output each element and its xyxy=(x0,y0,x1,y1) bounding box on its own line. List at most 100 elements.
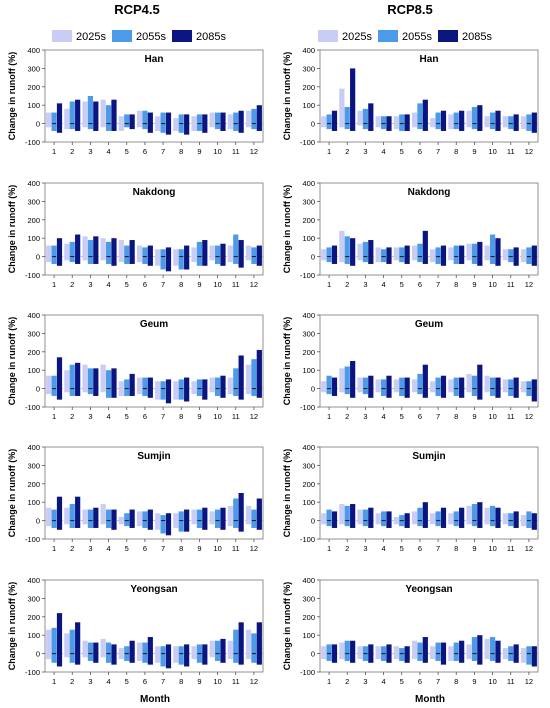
bar-2055s-month-11 xyxy=(233,629,239,663)
bar-2025s-month-3 xyxy=(82,509,88,525)
bar-2055s-month-1 xyxy=(326,375,332,395)
plot-frame xyxy=(319,446,539,540)
bar-2055s-month-11 xyxy=(508,116,514,130)
bar-2055s-month-4 xyxy=(105,509,112,528)
plot-frame xyxy=(44,182,264,276)
bar-2055s-month-9 xyxy=(471,637,478,661)
x-tick-label: 12 xyxy=(525,412,533,421)
y-tick-label: 400 xyxy=(27,46,40,55)
bar-2055s-month-6 xyxy=(417,642,423,661)
bar-2025s-month-9 xyxy=(191,116,197,131)
x-tick-label: 1 xyxy=(52,412,56,421)
x-tick-label: 2 xyxy=(345,544,349,553)
x-tick-label: 12 xyxy=(250,280,258,289)
bar-2025s-month-5 xyxy=(118,240,124,263)
x-tick-label: 7 xyxy=(436,412,440,421)
bar-2055s-month-6 xyxy=(417,507,423,527)
bar-2025s-month-11 xyxy=(502,116,508,128)
bar-2055s-month-7 xyxy=(435,642,441,661)
bar-2025s-month-11 xyxy=(502,379,508,393)
bar-2025s-month-8 xyxy=(448,513,454,525)
bar-2025s-month-11 xyxy=(502,648,508,660)
y-tick-label: 200 xyxy=(302,613,315,622)
x-tick-label: 9 xyxy=(197,412,201,421)
y-tick-label: 300 xyxy=(27,329,40,338)
bar-2025s-month-8 xyxy=(173,249,179,266)
bar-2055s-month-3 xyxy=(87,642,94,661)
bar-2055s-month-9 xyxy=(471,243,478,264)
bar-2085s-month-12 xyxy=(531,379,537,402)
y-tick-label: 200 xyxy=(302,83,315,92)
y-tick-label: 100 xyxy=(302,101,315,110)
bar-2025s-month-1 xyxy=(46,629,52,660)
bar-2025s-month-10 xyxy=(484,507,490,525)
column-titles: RCP4.5 RCP8.5 xyxy=(114,2,433,17)
bar-2055s-month-1 xyxy=(326,247,332,263)
bar-2085s-month-9 xyxy=(202,644,208,665)
bar-2055s-month-2 xyxy=(344,505,350,527)
bar-2025s-month-12 xyxy=(245,245,252,261)
x-tick-label: 1 xyxy=(327,412,331,421)
bar-2025s-month-5 xyxy=(393,379,399,393)
x-tick-label: 12 xyxy=(525,544,533,553)
bar-2025s-month-11 xyxy=(227,505,233,527)
bar-2055s-month-5 xyxy=(124,513,130,527)
x-tick-label: 3 xyxy=(363,147,367,156)
bar-2025s-month-1 xyxy=(46,375,52,395)
x-tick-label: 9 xyxy=(197,544,201,553)
bar-2025s-month-6 xyxy=(136,377,143,395)
bar-2085s-month-10 xyxy=(495,238,501,266)
x-tick-label: 3 xyxy=(363,280,367,289)
bar-2085s-month-11 xyxy=(238,622,244,665)
bar-2055s-month-7 xyxy=(160,381,166,400)
y-tick-label: 300 xyxy=(27,461,40,470)
panel-title: Nakdong xyxy=(408,187,451,198)
bar-2055s-month-10 xyxy=(489,637,496,661)
bar-2055s-month-3 xyxy=(87,509,94,528)
bar-2055s-month-12 xyxy=(526,114,532,131)
bar-2025s-month-5 xyxy=(118,381,124,396)
bar-2085s-month-3 xyxy=(93,642,99,663)
y-tick-label: 100 xyxy=(27,101,40,110)
y-tick-label: 200 xyxy=(27,348,40,357)
x-tick-label: 5 xyxy=(125,677,129,686)
bar-2085s-month-1 xyxy=(331,377,338,396)
bar-2055s-month-1 xyxy=(51,375,57,396)
x-tick-label: 8 xyxy=(454,412,458,421)
bar-2025s-month-2 xyxy=(339,368,345,393)
y-tick-label: 400 xyxy=(302,46,315,55)
x-tick-label: 1 xyxy=(52,544,56,553)
bar-2055s-month-10 xyxy=(214,377,221,396)
bar-2055s-month-1 xyxy=(51,509,57,528)
bar-2025s-month-12 xyxy=(520,116,527,130)
bar-2025s-month-7 xyxy=(430,646,436,660)
bar-2055s-month-2 xyxy=(69,101,75,130)
bar-2085s-month-7 xyxy=(440,642,447,665)
bar-2085s-month-7 xyxy=(440,110,447,131)
panel-yeongsan-rcp85: -100 0 100 200 300 400 Change in runoff (%) Yeo… xyxy=(282,576,539,686)
x-tick-label: 8 xyxy=(454,280,458,289)
plot-frame xyxy=(44,446,264,540)
bar-2025s-month-4 xyxy=(100,99,106,128)
bar-2055s-month-1 xyxy=(51,112,57,131)
bar-2055s-month-3 xyxy=(87,96,94,130)
bar-2025s-month-9 xyxy=(466,110,472,128)
bar-2025s-month-10 xyxy=(209,377,215,393)
bar-2025s-month-6 xyxy=(411,640,418,660)
bar-2025s-month-10 xyxy=(209,245,215,261)
bar-2085s-month-4 xyxy=(111,238,117,266)
bar-2025s-month-2 xyxy=(64,507,70,525)
bar-2025s-month-6 xyxy=(136,642,143,661)
bar-2055s-month-4 xyxy=(380,249,387,263)
bar-2025s-month-7 xyxy=(155,513,161,530)
bar-2025s-month-7 xyxy=(430,513,436,525)
y-tick-label: 400 xyxy=(27,576,40,585)
bar-2085s-month-1 xyxy=(331,511,338,528)
bar-2025s-month-11 xyxy=(227,640,233,660)
x-tick-label: 8 xyxy=(454,544,458,553)
x-tick-label: 5 xyxy=(125,147,129,156)
bar-2085s-month-5 xyxy=(129,509,135,528)
plot-frame xyxy=(319,182,539,276)
y-tick-label: 0 xyxy=(311,385,315,394)
